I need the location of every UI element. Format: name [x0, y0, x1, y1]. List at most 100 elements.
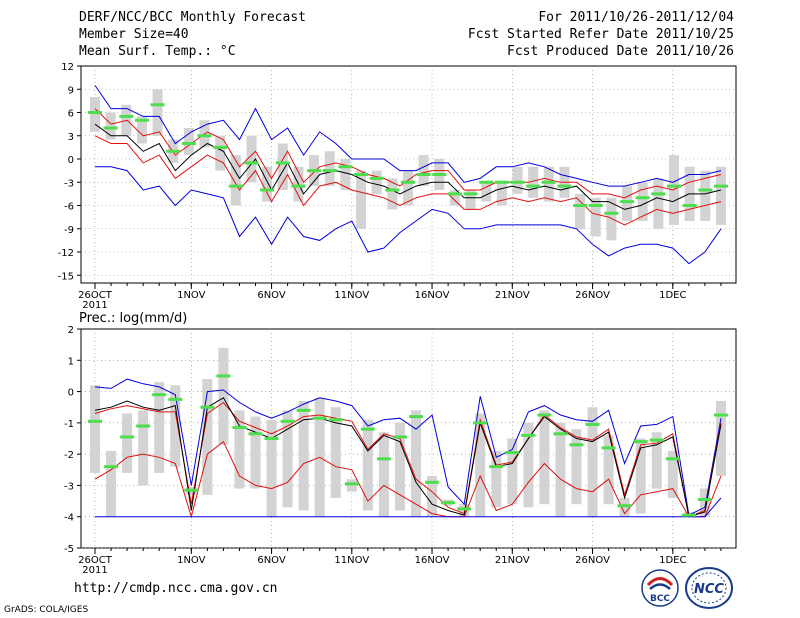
prec-spread-box — [459, 504, 470, 517]
temp-spread-box — [575, 193, 586, 229]
prec-spread-box — [491, 451, 502, 508]
prec-ytick-label: -2 — [64, 450, 74, 461]
forecast-title: DERF/NCC/BCC Monthly Forecast — [79, 10, 306, 25]
produced-date: Fcst Produced Date 2011/10/26 — [507, 44, 734, 59]
temp-ytick-label: -15 — [58, 271, 74, 282]
temp-median-mark — [150, 103, 165, 107]
prec-spread-box — [138, 410, 149, 486]
prec-spread-box — [250, 416, 261, 489]
temp-spread-box — [90, 97, 100, 132]
prec-ytick-label: -3 — [64, 481, 74, 492]
temp-median-mark — [244, 161, 259, 165]
prec-median-mark — [184, 488, 199, 492]
temp-series-inner — [94, 135, 722, 226]
prec-spread-box — [651, 432, 662, 489]
temp-spread-box — [230, 155, 241, 206]
prec-spread-box — [571, 429, 582, 505]
prec-spread-box — [218, 347, 229, 445]
temp-spread-box — [590, 197, 601, 237]
prec-median-mark — [521, 433, 536, 437]
temp-spread-box — [277, 143, 288, 190]
temp-median-mark — [651, 192, 666, 196]
prec-spread-box — [362, 419, 373, 511]
temp-median-mark — [635, 196, 650, 200]
prec-xtick-label: 26OCT — [78, 555, 113, 566]
prec-median-mark — [88, 419, 102, 423]
temp-spread-box — [512, 166, 523, 194]
prec-median-mark — [665, 457, 680, 461]
temp-median-mark — [604, 211, 619, 215]
temp-spread-box — [465, 190, 476, 210]
prec-spread-box — [427, 476, 438, 517]
prec-median-mark — [697, 498, 712, 502]
prec-spread-box — [154, 382, 165, 473]
bcc-logo-text: BCC — [650, 594, 670, 604]
prec-median-mark — [296, 408, 311, 412]
temp-xtick-label: 21NOV — [495, 290, 530, 301]
temp-median-mark — [713, 184, 728, 188]
prec-median-mark — [713, 413, 728, 417]
prec-spread-box — [122, 413, 133, 473]
temp-median-mark — [213, 145, 228, 149]
prec-xtick-label: 11NOV — [334, 555, 369, 566]
prec-spread-box — [635, 438, 646, 514]
temp-spread-box — [324, 151, 335, 187]
prec-spread-box — [202, 379, 213, 495]
prec-spread-box — [539, 410, 550, 505]
temp-series-mean — [94, 123, 722, 210]
prec-spread-box — [346, 479, 357, 492]
prec-median-mark — [617, 504, 632, 508]
temp-xtick-label: 1DEC — [659, 290, 686, 301]
temp-median-mark — [119, 114, 134, 118]
prec-spread-box — [555, 422, 566, 517]
prec-median-mark — [328, 418, 343, 422]
prec-median-mark — [200, 405, 215, 409]
temp-median-mark — [557, 184, 572, 188]
prec-ytick-label: 2 — [68, 325, 74, 336]
prec-median-mark — [537, 413, 552, 417]
prec-median-mark — [216, 374, 231, 378]
temp-median-mark — [432, 173, 447, 176]
header-right: For 2011/10/26-2011/12/04 Fcst Started Re… — [468, 9, 734, 60]
prec-median-mark — [344, 482, 359, 486]
temp-median-mark — [369, 176, 384, 180]
prec-spread-box — [266, 419, 277, 517]
prec-ytick-label: 1 — [68, 356, 74, 367]
temp-frame — [80, 65, 737, 284]
temp-median-mark — [510, 180, 525, 184]
prec-spread-box — [699, 488, 710, 517]
temp-median-mark — [416, 173, 431, 176]
prec-frame — [80, 328, 737, 549]
prec-median-mark — [585, 422, 600, 426]
prec-median-mark — [569, 443, 584, 447]
temp-median-mark — [494, 180, 509, 184]
temp-median-mark — [88, 111, 102, 114]
temp-spread-box — [402, 170, 413, 206]
prec-median-mark — [280, 419, 295, 423]
temp-median-mark — [166, 149, 181, 153]
temp-median-mark — [682, 204, 697, 207]
temp-spread-box — [136, 116, 147, 144]
temp-ytick-label: 6 — [68, 109, 74, 120]
temp-ytick-label: 9 — [68, 85, 74, 96]
prec-xtick-label: 1NOV — [177, 555, 206, 566]
header-left: DERF/NCC/BCC Monthly Forecast Member Size… — [79, 9, 306, 60]
temp-spread-box — [105, 112, 116, 140]
temp-series-outer — [94, 85, 722, 187]
prec-median-mark — [553, 432, 568, 436]
prec-median-mark — [248, 432, 263, 436]
temp-spread-box — [371, 170, 382, 194]
prec-spread-box — [587, 407, 598, 517]
prec-median-mark — [264, 437, 279, 440]
temp-median-mark — [479, 180, 494, 184]
prec-median-mark — [360, 427, 375, 431]
prec-median-mark — [601, 446, 616, 450]
bcc-logo: BCC — [641, 569, 679, 607]
prec-year-label: 2011 — [82, 565, 107, 576]
temp-median-mark — [541, 180, 556, 184]
source-url[interactable]: http://cmdp.ncc.cma.gov.cn — [74, 581, 278, 596]
temp-spread-box — [606, 197, 617, 241]
prec-xtick-label: 21NOV — [495, 555, 530, 566]
prec-median-mark — [392, 435, 407, 439]
